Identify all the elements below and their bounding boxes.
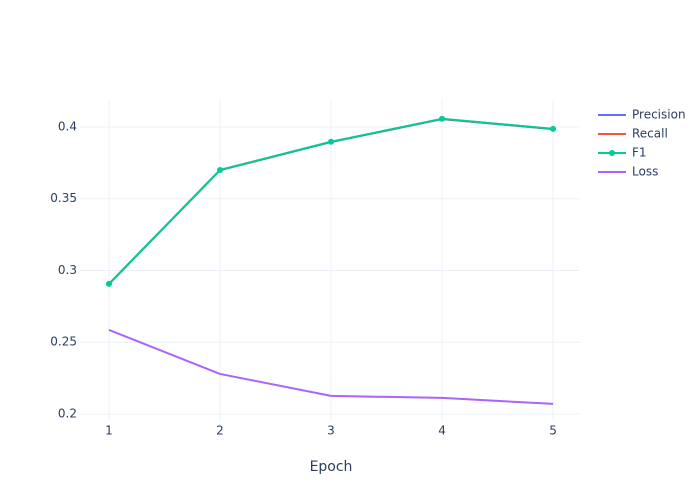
legend-label: Recall — [632, 127, 668, 141]
x-tick-label: 3 — [327, 424, 335, 438]
y-tick-label: 0.2 — [58, 406, 77, 420]
y-tick-label: 0.25 — [50, 335, 77, 349]
legend-label: F1 — [632, 146, 647, 160]
series-marker — [439, 115, 446, 122]
x-axis-title: Epoch — [310, 459, 353, 475]
x-tick-label: 2 — [216, 424, 224, 438]
x-tick-label: 5 — [549, 424, 557, 438]
x-tick-label: 4 — [438, 424, 446, 438]
y-tick-label: 0.4 — [58, 119, 77, 133]
series-marker — [327, 138, 334, 145]
legend-marker — [609, 150, 615, 156]
x-tick-label: 1 — [105, 424, 113, 438]
y-tick-label: 0.35 — [50, 191, 77, 205]
series-marker — [550, 125, 557, 132]
series-marker — [216, 167, 223, 174]
legend-label: Loss — [632, 165, 658, 179]
y-tick-label: 0.3 — [58, 263, 77, 277]
legend-label: Precision — [632, 108, 686, 122]
series-marker — [105, 280, 112, 287]
series-line — [108, 328, 554, 405]
